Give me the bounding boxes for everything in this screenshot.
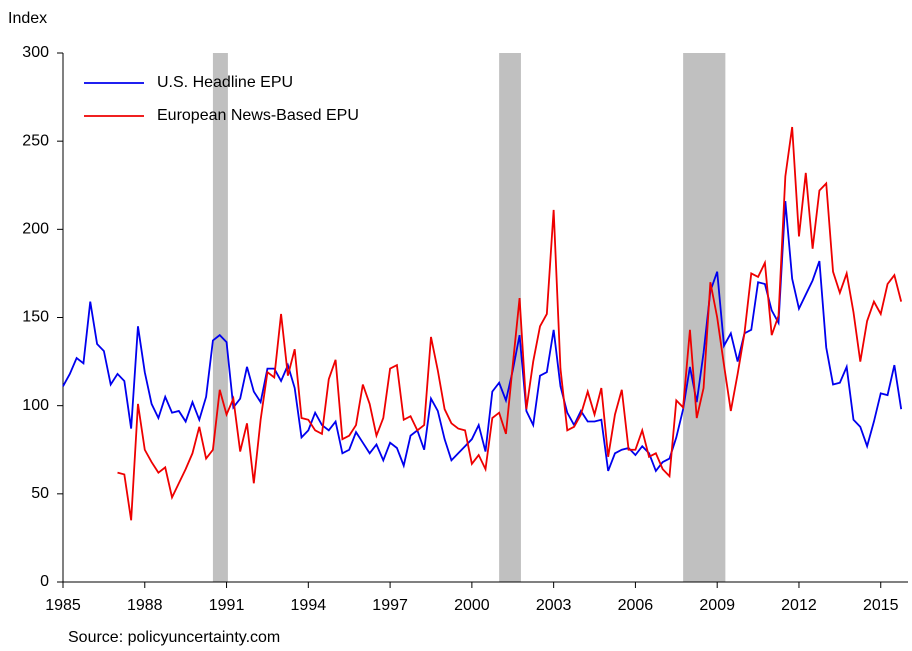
x-tick-label: 1991 [209,597,245,614]
legend-label: European News-Based EPU [157,107,359,124]
y-tick-label: 300 [22,44,49,61]
y-tick-label: 150 [22,309,49,326]
series-line [117,126,903,521]
x-tick-label: 2003 [536,597,572,614]
legend-label: U.S. Headline EPU [157,74,293,91]
x-tick-label: 1997 [372,597,408,614]
source-note: Source: policyuncertainty.com [68,629,280,646]
recession-band [683,53,726,582]
y-tick-label: 0 [40,573,49,590]
recession-band [212,53,228,582]
y-tick-label: 200 [22,221,49,238]
y-tick-label: 100 [22,397,49,414]
y-tick-label: 250 [22,132,49,149]
recession-band [499,53,521,582]
x-tick-label: 2009 [699,597,735,614]
x-tick-label: 2006 [618,597,654,614]
x-tick-label: 1985 [45,597,81,614]
x-tick-label: 1988 [127,597,163,614]
y-axis-label: Index [8,10,47,27]
x-tick-label: 2012 [781,597,817,614]
x-tick-label: 2000 [454,597,490,614]
x-tick-label: 1994 [291,597,327,614]
y-tick-label: 50 [31,485,49,502]
x-tick-label: 2015 [863,597,899,614]
series-line [62,201,903,473]
